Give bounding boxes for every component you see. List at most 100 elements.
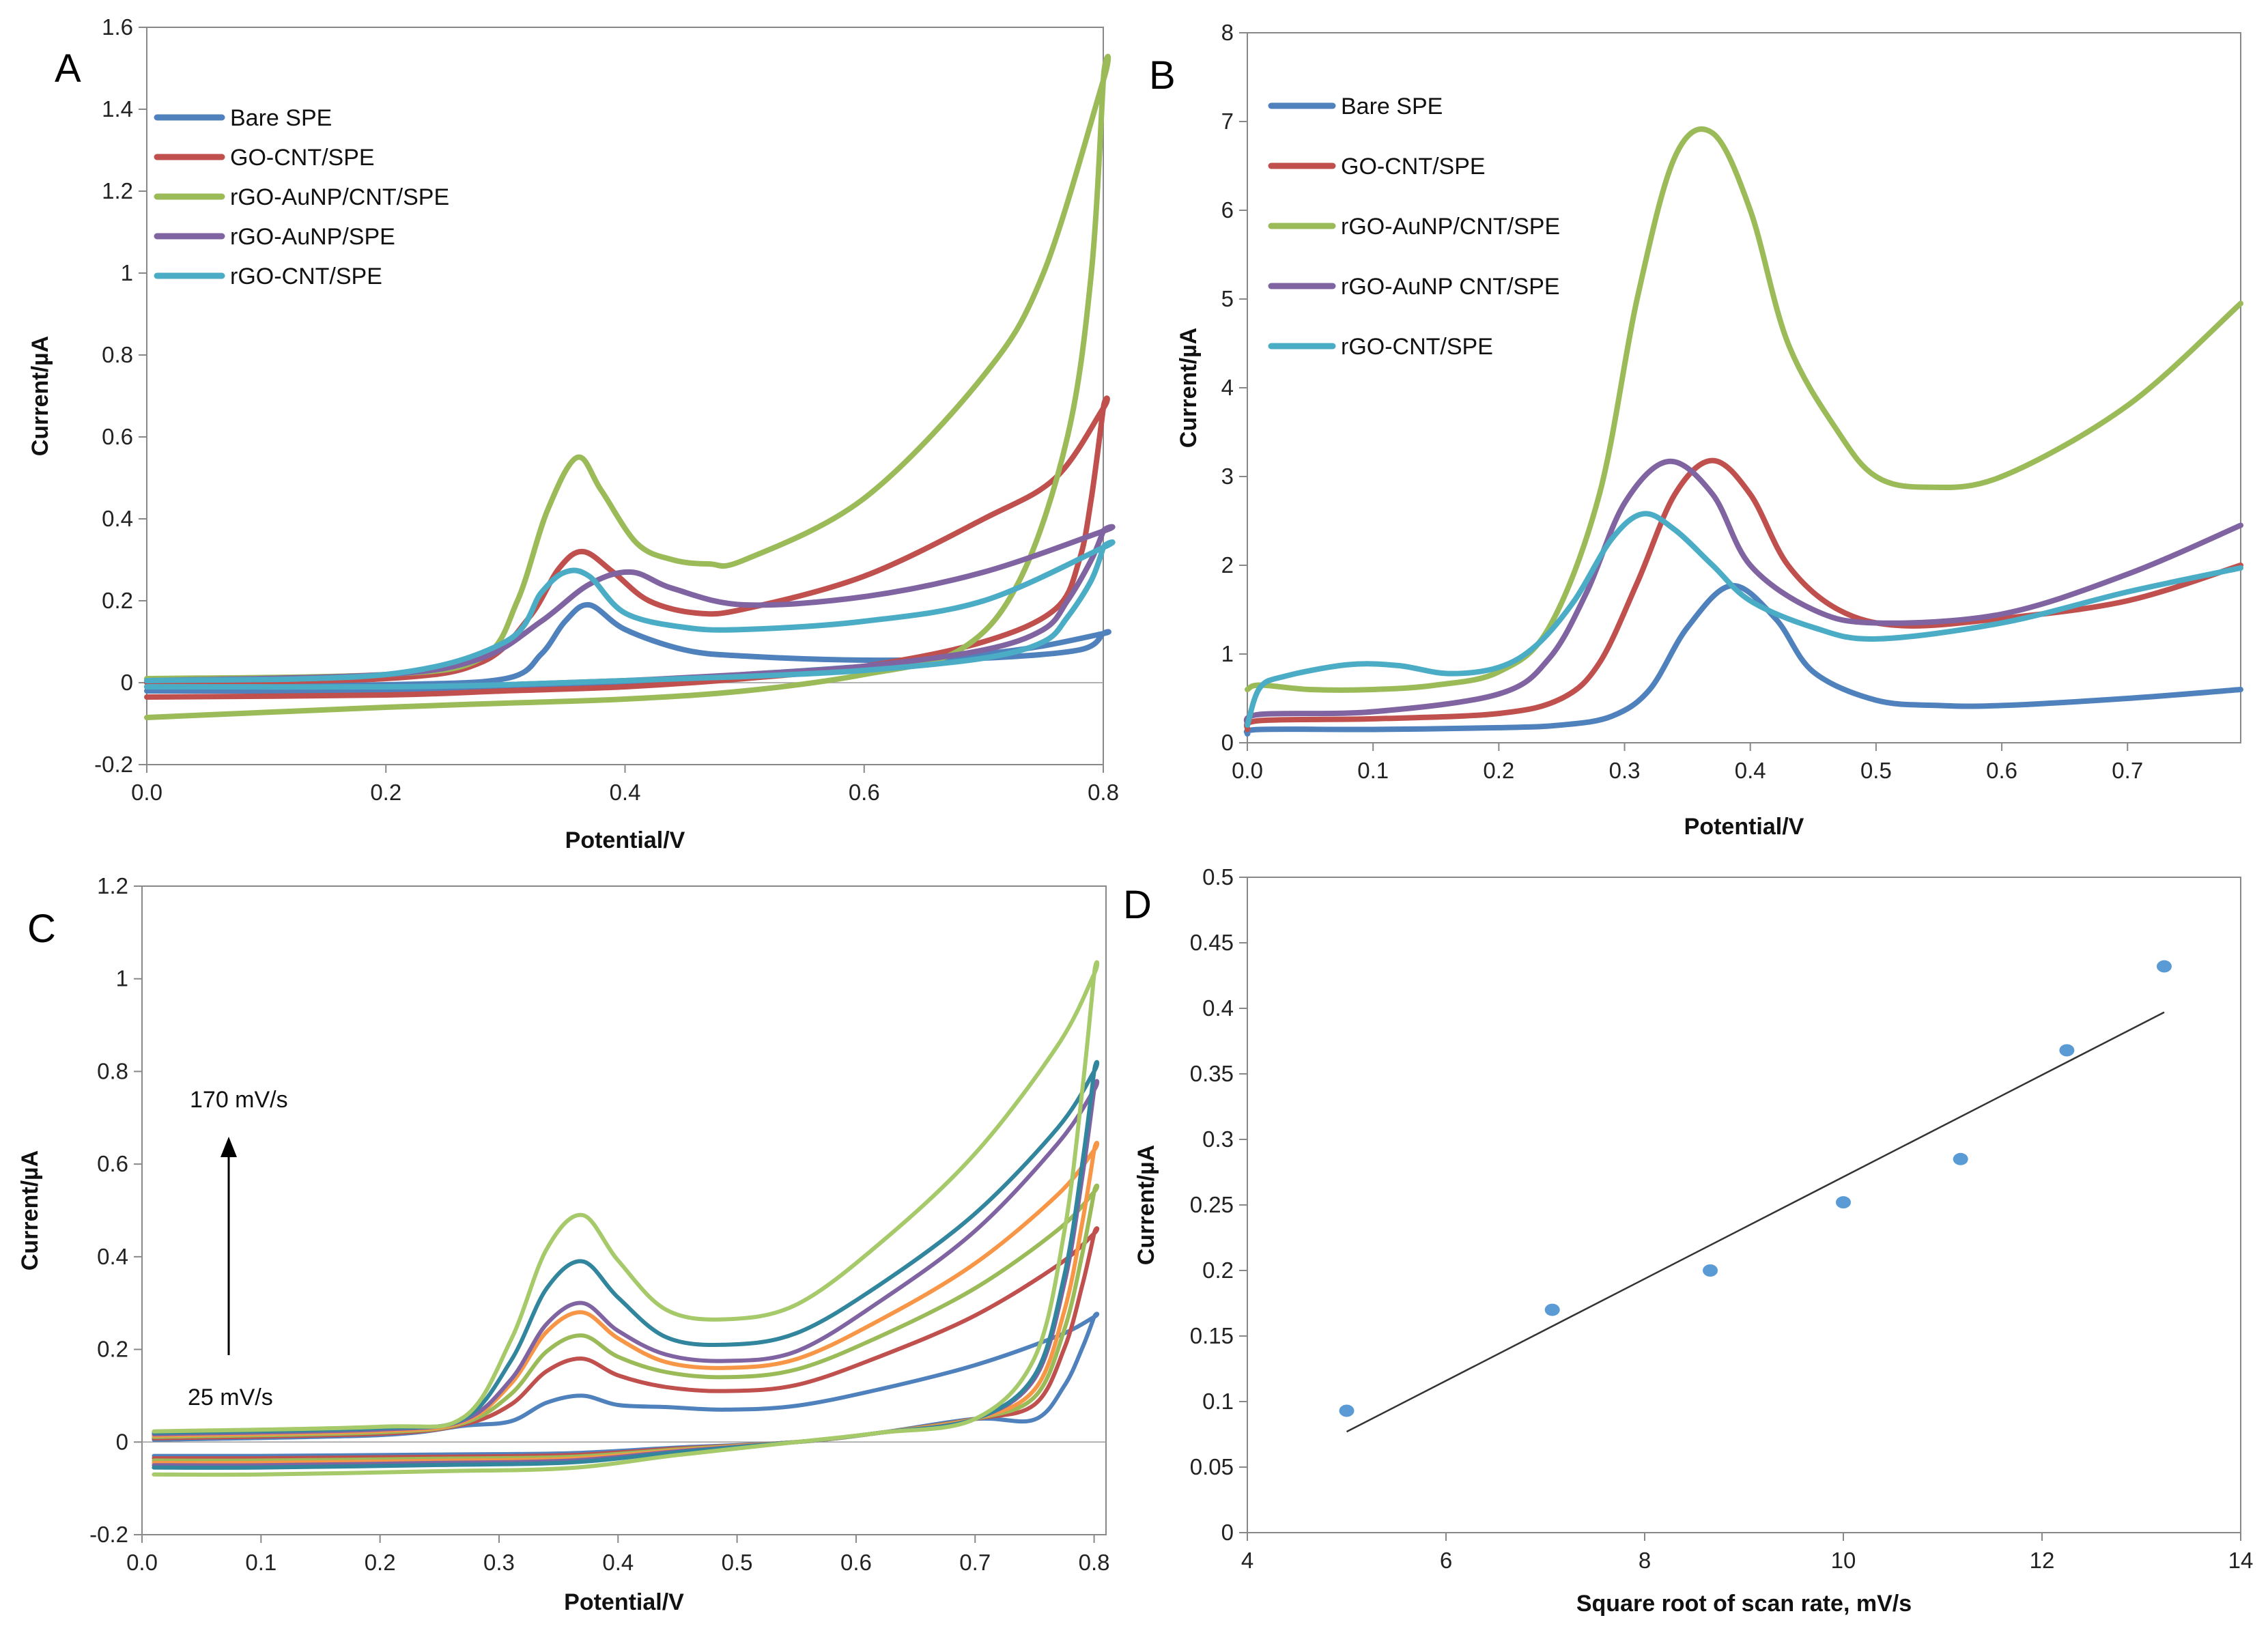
y-tick-label: 0.2 [1202,1258,1234,1283]
x-tick-label: 0.8 [1088,780,1119,805]
legend-label: GO-CNT/SPE [230,145,375,171]
y-axis-title: Current/µA [27,336,53,456]
scatter-point [2059,1044,2075,1057]
legend-label: GO-CNT/SPE [1341,154,1486,180]
y-tick-label: 0.1 [1202,1389,1234,1414]
x-tick-label: 0.5 [1860,758,1892,783]
x-tick-label: 4 [1241,1548,1253,1573]
x-tick-label: 12 [2030,1548,2055,1573]
y-axis-title: Current/µA [17,1150,43,1270]
y-tick-label: 0.4 [1202,995,1234,1021]
series-line [152,960,1100,1477]
plot-frame [1247,877,2241,1533]
y-tick-label: -0.2 [94,752,133,777]
scatter-point [1544,1303,1560,1316]
x-tick-label: 0.0 [131,780,162,805]
series-line [152,1060,1100,1470]
x-tick-label: 0.2 [1483,758,1514,783]
y-tick-label: 6 [1221,197,1234,223]
plot-frame [1247,32,2241,743]
y-tick-label: 0.3 [1202,1126,1234,1152]
y-tick-label: 0.25 [1190,1192,1234,1217]
x-axis-title: Potential/V [565,827,685,853]
panel-a: -0.2 0 0.2 0.4 0.6 0.8 1 1.2 1.4 1.6 0.0 0.2 0.4 0.6 0… [27,14,1119,853]
x-tick-label: 0.0 [1232,758,1263,783]
x-tick-label: 6 [1440,1548,1452,1573]
annotation-high-rate: 170 mV/s [190,1087,288,1113]
y-tick-label: 1.2 [102,178,133,203]
y-tick-label: 0.8 [102,342,133,367]
panel-c: -0.2 0 0.2 0.4 0.6 0.8 1 1.2 0.0 0.1 0.2 0.3 0.4 0.5 0… [17,873,1110,1615]
y-tick-label: 1 [1221,641,1234,666]
x-tick-label: 10 [1831,1548,1856,1573]
y-tick-label: 0.6 [102,424,133,449]
y-tick-label: 7 [1221,109,1234,134]
series-line [1243,458,2243,728]
x-tick-label: 0.2 [365,1550,396,1575]
y-tick-label: 0.45 [1190,930,1234,955]
x-tick-label: 0.2 [370,780,401,805]
y-tick-label: 0.15 [1190,1323,1234,1348]
series-line [1245,511,2243,728]
x-tick-label: 0.6 [1986,758,2017,783]
x-tick-label: 0.1 [245,1550,277,1575]
y-tick-label: 0.05 [1190,1454,1234,1479]
panel-d: 0 0.05 0.1 0.15 0.2 0.25 0.3 0.35 0.4 0.45 0.5 4 6 8 1… [1123,864,2253,1617]
legend-label: rGO-AuNP/SPE [230,224,395,250]
x-axis-title: Potential/V [1684,814,1804,840]
x-tick-label: 8 [1639,1548,1651,1573]
y-axis-title: Current/µA [1176,328,1202,448]
y-tick-label: 3 [1221,464,1234,489]
x-tick-label: 0.3 [1609,758,1641,783]
legend-label: rGO-CNT/SPE [1341,334,1493,360]
y-tick-label: 0.8 [97,1058,128,1083]
y-tick-label: 0 [1221,730,1234,755]
y-tick-label: 0.35 [1190,1061,1234,1086]
series-line [1243,582,2243,737]
x-tick-label: 0.4 [1735,758,1766,783]
panel-letter: D [1123,883,1152,927]
panel-letter: C [27,907,56,951]
legend-label: rGO-AuNP/CNT/SPE [1341,214,1560,240]
scatter-point [1703,1264,1718,1277]
scatter-point [1836,1196,1851,1209]
y-axis-title: Current/µA [1133,1145,1159,1265]
y-tick-label: 8 [1221,20,1234,45]
series-line [144,54,1111,720]
y-tick-label: 0 [1221,1520,1234,1545]
y-tick-label: 0.6 [97,1151,128,1176]
panel-letter: A [55,46,81,91]
y-tick-label: 0.4 [97,1244,128,1269]
series-line [144,539,1116,690]
x-tick-label: 0.0 [126,1550,158,1575]
y-tick-label: 1.4 [102,96,133,122]
x-tick-label: 0.4 [610,780,641,805]
x-tick-label: 0.8 [1079,1550,1110,1575]
x-tick-label: 0.7 [959,1550,991,1575]
y-tick-label: 1.6 [102,14,133,40]
legend-label: rGO-CNT/SPE [230,264,382,289]
y-tick-label: 0 [116,1429,128,1454]
y-tick-label: 0.2 [97,1337,128,1362]
legend-label: rGO-AuNP CNT/SPE [1341,274,1560,300]
scatter-point [1953,1152,1968,1165]
scatter-point [2156,960,2172,973]
legend-label: Bare SPE [1341,94,1443,119]
arrow-head-icon [221,1137,237,1157]
series-line [1243,457,2243,733]
y-tick-label: 0.2 [102,588,133,613]
x-tick-label: 0.1 [1357,758,1389,783]
annotation-low-rate: 25 mV/s [188,1384,273,1410]
y-tick-label: 4 [1221,375,1234,400]
panel-letter: B [1149,53,1176,98]
y-tick-label: 0 [121,670,133,695]
y-tick-label: 0.4 [102,506,133,531]
y-tick-label: -0.2 [89,1522,128,1547]
x-tick-label: 0.6 [840,1550,872,1575]
y-tick-label: 5 [1221,286,1234,311]
scatter-point [1339,1404,1355,1417]
x-tick-label: 0.3 [483,1550,515,1575]
panel-b: 0 1 2 3 4 5 6 7 8 0.0 0.1 0.2 0.3 0.4 0.5 0.6 0.7 Potenti… [1149,20,2243,840]
x-tick-label: 0.6 [849,780,880,805]
